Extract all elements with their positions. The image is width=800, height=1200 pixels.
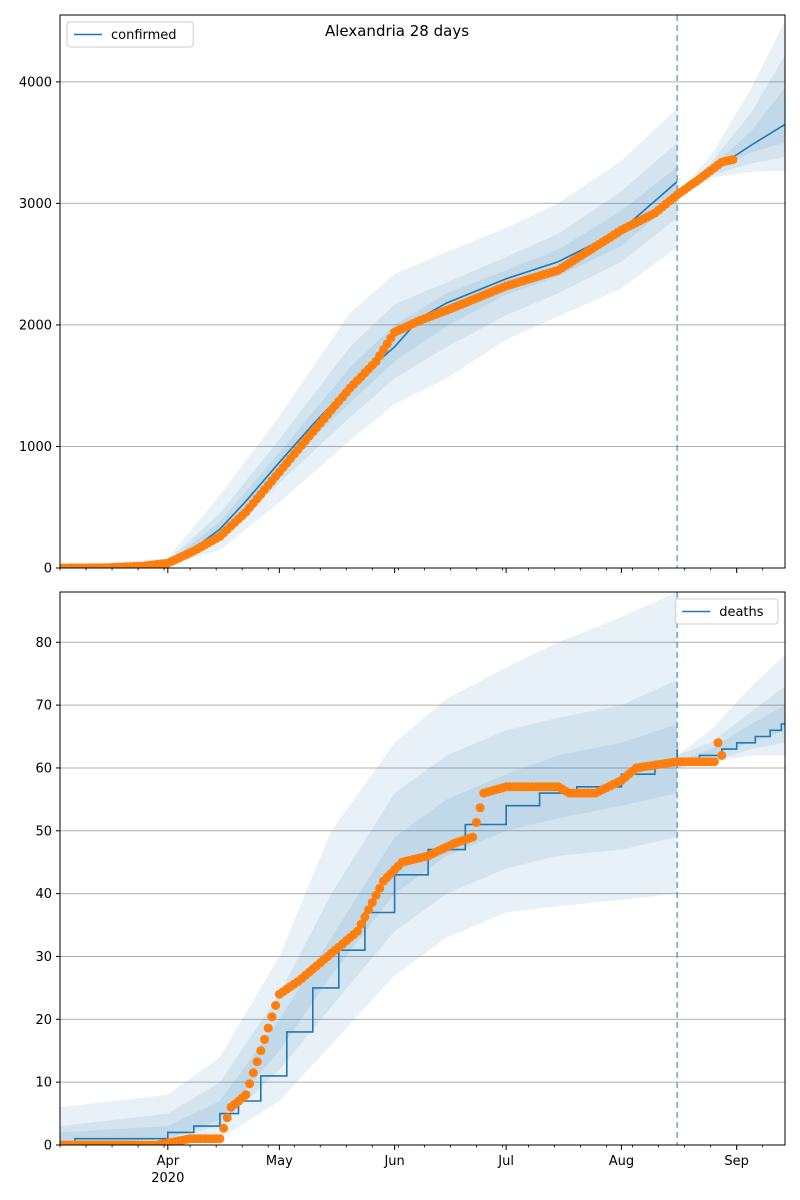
observed-point xyxy=(375,883,385,893)
y-tick-label: 10 xyxy=(35,1076,52,1091)
observed-point xyxy=(219,1123,229,1133)
y-tick-label: 1000 xyxy=(19,440,52,455)
legend: confirmed xyxy=(66,21,194,48)
observed-point xyxy=(709,757,719,767)
y-tick-label: 3000 xyxy=(19,197,52,212)
y-tick-label: 50 xyxy=(35,824,52,839)
axes-frame xyxy=(59,14,786,569)
observed-point xyxy=(248,1068,258,1078)
x-tick-label: Aug xyxy=(609,1154,634,1169)
y-tick-label: 0 xyxy=(44,562,52,577)
plot-area xyxy=(60,15,785,568)
observed-point xyxy=(241,1090,251,1100)
plot-area xyxy=(60,592,785,1145)
observed-point xyxy=(367,898,377,908)
deaths-chart-panel: 0 10 20 30 40 50 60 70 80 Apr 2020 May Jun Jul Aug Sep d… xyxy=(35,591,786,1186)
observed-point xyxy=(267,1012,277,1022)
uncertainty-band-middle xyxy=(677,55,785,194)
uncertainty-band-outer xyxy=(677,654,785,768)
observed-point xyxy=(263,1023,273,1033)
uncertainty-band-inner xyxy=(677,87,785,194)
y-tick-label: 2000 xyxy=(19,318,52,333)
y-tick-label: 80 xyxy=(35,636,52,651)
observed-point xyxy=(717,750,727,760)
observed-point xyxy=(471,817,481,827)
uncertainty-band-middle xyxy=(677,686,785,768)
x-tick-label: Sep xyxy=(724,1154,749,1169)
observed-point xyxy=(245,1079,255,1089)
y-tick-label: 40 xyxy=(35,887,52,902)
uncertainty-band-outer xyxy=(60,108,678,568)
x-tick-sublabel: 2020 xyxy=(151,1171,184,1186)
observed-point xyxy=(215,1134,225,1144)
observed-point xyxy=(360,912,370,922)
y-tick-label: 20 xyxy=(35,1013,52,1028)
observed-point xyxy=(475,803,485,813)
uncertainty-band-middle xyxy=(60,142,678,568)
uncertainty-band-inner xyxy=(60,724,678,1145)
observed-point xyxy=(260,1034,269,1044)
legend-box xyxy=(674,598,779,625)
y-tick-label: 4000 xyxy=(19,75,52,90)
observed-point xyxy=(713,738,723,748)
observed-point xyxy=(222,1113,232,1123)
x-tick-label: May xyxy=(266,1154,293,1169)
observed-point xyxy=(256,1046,266,1056)
legend-label: deaths xyxy=(719,605,764,620)
axes-frame xyxy=(59,591,786,1146)
x-tick-label: Apr xyxy=(157,1154,180,1169)
y-tick-label: 0 xyxy=(44,1139,52,1154)
x-tick-label: Jun xyxy=(383,1154,404,1169)
observed-point xyxy=(728,155,738,165)
y-tick-label: 70 xyxy=(35,699,52,714)
legend: deaths xyxy=(674,598,779,625)
observed-point xyxy=(356,919,366,929)
observed-confirmed-markers xyxy=(60,155,738,568)
x-tick-label: Jul xyxy=(497,1154,514,1169)
observed-point xyxy=(364,905,374,915)
legend-label: confirmed xyxy=(111,28,177,43)
y-tick-label: 30 xyxy=(35,950,52,965)
deaths-forecast-line xyxy=(677,723,785,763)
legend-box xyxy=(66,21,194,48)
observed-point xyxy=(271,1001,281,1010)
observed-deaths-markers xyxy=(60,738,727,1145)
y-tick-label: 60 xyxy=(35,761,52,776)
uncertainty-band-outer xyxy=(677,21,785,194)
observed-point xyxy=(352,926,362,936)
uncertainty-band-inner xyxy=(677,705,785,762)
figure-title: Alexandria 28 days xyxy=(325,22,469,40)
confirmed-chart-panel: 0 1000 2000 3000 4000 confirmed xyxy=(19,14,786,577)
observed-point xyxy=(252,1057,262,1067)
observed-point xyxy=(468,832,478,842)
observed-point xyxy=(371,890,381,900)
uncertainty-band-outer xyxy=(60,592,678,1145)
